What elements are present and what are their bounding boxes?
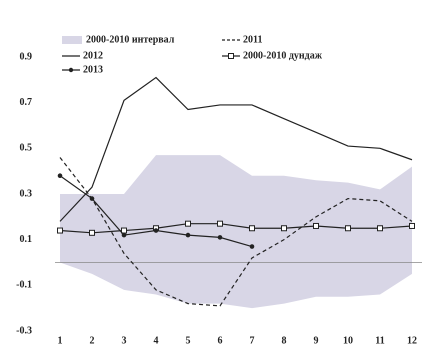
y-tick-label: 0.7 xyxy=(20,97,33,108)
marker xyxy=(377,225,383,232)
x-tick-label: 6 xyxy=(218,335,223,346)
legend-swatch xyxy=(62,36,82,44)
y-tick-label: 0.5 xyxy=(20,143,33,154)
marker xyxy=(89,229,95,236)
marker xyxy=(249,225,255,232)
marker xyxy=(249,244,255,249)
x-tick-label: 5 xyxy=(186,335,191,346)
y-tick-label: 0.1 xyxy=(20,234,33,245)
x-tick-label: 8 xyxy=(282,335,287,346)
series-line xyxy=(59,157,413,307)
marker xyxy=(185,232,191,238)
marker xyxy=(345,225,351,232)
x-tick-label: 1 xyxy=(58,335,63,346)
legend-label: 2013 xyxy=(83,64,103,75)
marker xyxy=(57,227,63,234)
marker xyxy=(185,220,191,227)
marker xyxy=(409,222,415,229)
x-tick-label: 9 xyxy=(314,335,319,346)
marker xyxy=(281,225,287,232)
marker xyxy=(313,222,319,229)
x-tick-label: 4 xyxy=(154,335,159,346)
y-tick-label: 0.3 xyxy=(20,188,33,199)
legend-label: 2000-2010 дундаж xyxy=(243,50,323,61)
marker xyxy=(121,232,127,238)
x-tick-label: 2 xyxy=(90,335,95,346)
x-tick-label: 11 xyxy=(375,335,384,346)
legend-label: 2000-2010 интервал xyxy=(86,34,175,45)
y-tick-label: -0.3 xyxy=(16,325,32,336)
marker xyxy=(153,228,159,233)
legend-label: 2012 xyxy=(83,50,103,61)
legend-marker xyxy=(68,67,74,73)
marker xyxy=(217,220,223,227)
series-line xyxy=(59,223,413,234)
series-line xyxy=(59,76,413,222)
interval-band xyxy=(60,155,412,309)
marker xyxy=(57,173,63,179)
legend-label: 2011 xyxy=(243,34,262,45)
x-tick-label: 3 xyxy=(122,335,127,346)
y-tick-label: 0.9 xyxy=(20,51,33,62)
y-tick-label: -0.1 xyxy=(16,280,32,291)
marker xyxy=(89,196,95,201)
marker xyxy=(217,235,223,240)
x-tick-label: 7 xyxy=(250,335,255,346)
legend-marker xyxy=(228,53,234,59)
x-tick-label: 10 xyxy=(343,335,353,346)
x-tick-label: 12 xyxy=(407,335,417,346)
